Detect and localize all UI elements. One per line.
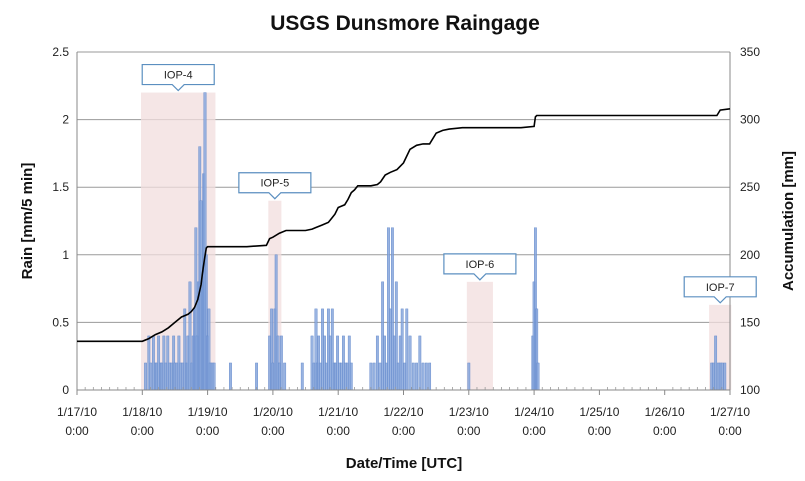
- iop-callout-label: IOP-6: [466, 259, 495, 271]
- rain-bar: [405, 308, 409, 391]
- y-tick-label: 1: [62, 248, 69, 262]
- iop-callout-label: IOP-4: [164, 70, 193, 82]
- y2-tick-label: 100: [740, 383, 760, 397]
- rain-bar: [229, 362, 232, 391]
- iop-callout: IOP-6: [443, 253, 517, 281]
- x-tick-label: 1/22/10 0:00: [383, 405, 423, 438]
- x-tick-label: 1/19/10 0:00: [188, 405, 228, 438]
- y2-axis-title: Accumulation [mm]: [780, 151, 797, 291]
- x-tick-label: 1/24/10 0:00: [514, 405, 554, 438]
- iop-shaded-region: [466, 281, 493, 390]
- iop-callout: IOP-4: [141, 63, 215, 92]
- y2-axis-ticks: 100 150 200 250 300 350: [740, 45, 760, 397]
- iop-callout: IOP-5: [238, 172, 312, 200]
- x-axis-title: Date/Time [UTC]: [346, 455, 462, 472]
- y2-tick-label: 250: [740, 180, 760, 194]
- rain-bar: [372, 362, 376, 391]
- x-tick-label: 1/25/10 0:00: [579, 405, 619, 438]
- rain-bar: [149, 362, 153, 391]
- rain-bar: [723, 362, 727, 391]
- rain-bar: [378, 362, 382, 391]
- rain-bar: [714, 335, 718, 391]
- rain-bar: [467, 362, 471, 391]
- y-tick-label: 0.5: [52, 315, 69, 329]
- rain-bar: [144, 362, 147, 391]
- y-axis-title: Rain [mm/5 min]: [19, 163, 36, 280]
- x-tick-label: 1/20/10 0:00: [253, 405, 293, 438]
- y-tick-label: 1.5: [52, 180, 69, 194]
- chart-title: USGS Dunsmore Raingage: [270, 12, 540, 35]
- iop-callout: IOP-7: [683, 276, 757, 304]
- y2-tick-label: 350: [740, 45, 760, 59]
- x-tick-label: 1/27/10 0:00: [710, 405, 750, 438]
- rain-bar: [424, 362, 428, 391]
- rain-bar: [375, 335, 379, 391]
- rain-bar: [212, 362, 216, 391]
- x-tick-label: 1/23/10 0:00: [449, 405, 489, 438]
- rain-bar: [421, 362, 425, 391]
- rain-bar: [411, 362, 415, 391]
- y-tick-label: 2: [62, 113, 69, 127]
- x-tick-label: 1/18/10 0:00: [122, 405, 162, 438]
- rain-bar: [279, 335, 283, 391]
- rain-bar: [418, 335, 422, 391]
- y-tick-label: 2.5: [52, 45, 69, 59]
- iop-callout-label: IOP-5: [260, 178, 289, 190]
- rain-bar: [428, 362, 432, 391]
- y2-tick-label: 150: [740, 315, 760, 329]
- rain-bars: [144, 92, 727, 391]
- rain-bar: [536, 362, 540, 391]
- y2-tick-label: 200: [740, 248, 760, 262]
- x-tick-label: 1/26/10 0:00: [645, 405, 685, 438]
- accumulation-line: [77, 108, 731, 343]
- y2-tick-label: 300: [740, 113, 760, 127]
- rain-bar: [300, 362, 304, 391]
- rain-bar: [349, 362, 353, 391]
- iop-callouts: IOP-4 IOP-5 IOP-6 IOP-7: [141, 63, 757, 304]
- rain-bar: [369, 362, 373, 391]
- rain-bar: [255, 362, 258, 391]
- iop-callout-label: IOP-7: [706, 282, 735, 294]
- iop-periods: [140, 92, 732, 390]
- rain-bar: [408, 335, 412, 391]
- x-axis-ticks: 1/17/10 0:00 1/18/10 0:00 1/19/10 0:00 1/20/10…: [57, 390, 750, 438]
- rain-bar: [283, 362, 287, 391]
- x-tick-label: 1/17/10 0:00: [57, 405, 97, 438]
- rain-bar: [720, 362, 724, 391]
- x-minor-ticks: [84, 387, 723, 390]
- rain-bar: [400, 308, 404, 391]
- rain-bar: [415, 362, 418, 391]
- y-axis-ticks: 0 0.5 1 1.5 2 2.5: [52, 45, 69, 397]
- y-tick-label: 0: [62, 383, 69, 397]
- x-tick-label: 1/21/10 0:00: [318, 405, 358, 438]
